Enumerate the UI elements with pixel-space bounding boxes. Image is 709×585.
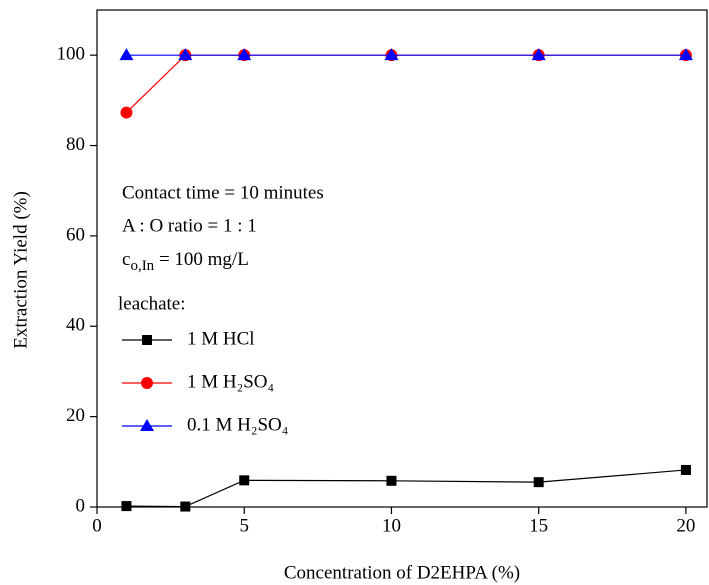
plot-frame xyxy=(96,9,708,508)
series-line xyxy=(126,469,686,508)
y-tick-label: 0 xyxy=(76,495,86,516)
y-tick-label: 40 xyxy=(66,315,85,336)
annotation: Contact time = 10 minutes xyxy=(122,182,324,203)
legend-title: leachate: xyxy=(118,293,186,314)
annotation-part: = 100 mg/L xyxy=(154,249,249,270)
marker xyxy=(239,475,250,486)
annotation: A : O ratio = 1 : 1 xyxy=(122,215,257,236)
legend-label: 1 M H₂SO₄ xyxy=(187,371,274,392)
legend-marker xyxy=(140,419,154,431)
x-tick-label: 0 xyxy=(92,515,102,536)
annotation: co,In = 100 mg/L xyxy=(122,249,249,274)
marker xyxy=(119,48,134,61)
y-axis-label: Extraction Yield (%) xyxy=(10,191,31,349)
marker xyxy=(121,501,132,512)
y-tick-label: 20 xyxy=(66,405,85,426)
marker xyxy=(384,48,399,61)
marker xyxy=(237,48,252,61)
y-tick-label: 60 xyxy=(66,224,85,245)
marker xyxy=(180,501,191,512)
annotation-part: c xyxy=(122,249,130,270)
series-line xyxy=(126,54,686,113)
y-tick-label: 80 xyxy=(66,134,85,155)
marker xyxy=(178,48,193,61)
marker xyxy=(680,464,691,475)
marker xyxy=(386,475,397,486)
legend-label: 1 M HCl xyxy=(187,328,255,349)
x-tick-label: 15 xyxy=(529,515,548,536)
marker xyxy=(120,106,133,119)
x-tick-label: 10 xyxy=(382,515,401,536)
x-axis-label: Concentration of D2EHPA (%) xyxy=(284,562,520,583)
x-tick-label: 5 xyxy=(239,515,249,536)
legend-marker xyxy=(141,377,153,389)
legend-marker xyxy=(142,335,152,345)
marker xyxy=(678,48,693,61)
marker xyxy=(531,48,546,61)
y-tick-label: 100 xyxy=(57,44,86,65)
legend-label: 0.1 M H₂SO₄ xyxy=(187,414,288,435)
annotation-subscript: o,In xyxy=(130,258,154,274)
marker xyxy=(533,477,544,488)
x-tick-label: 20 xyxy=(676,515,695,536)
